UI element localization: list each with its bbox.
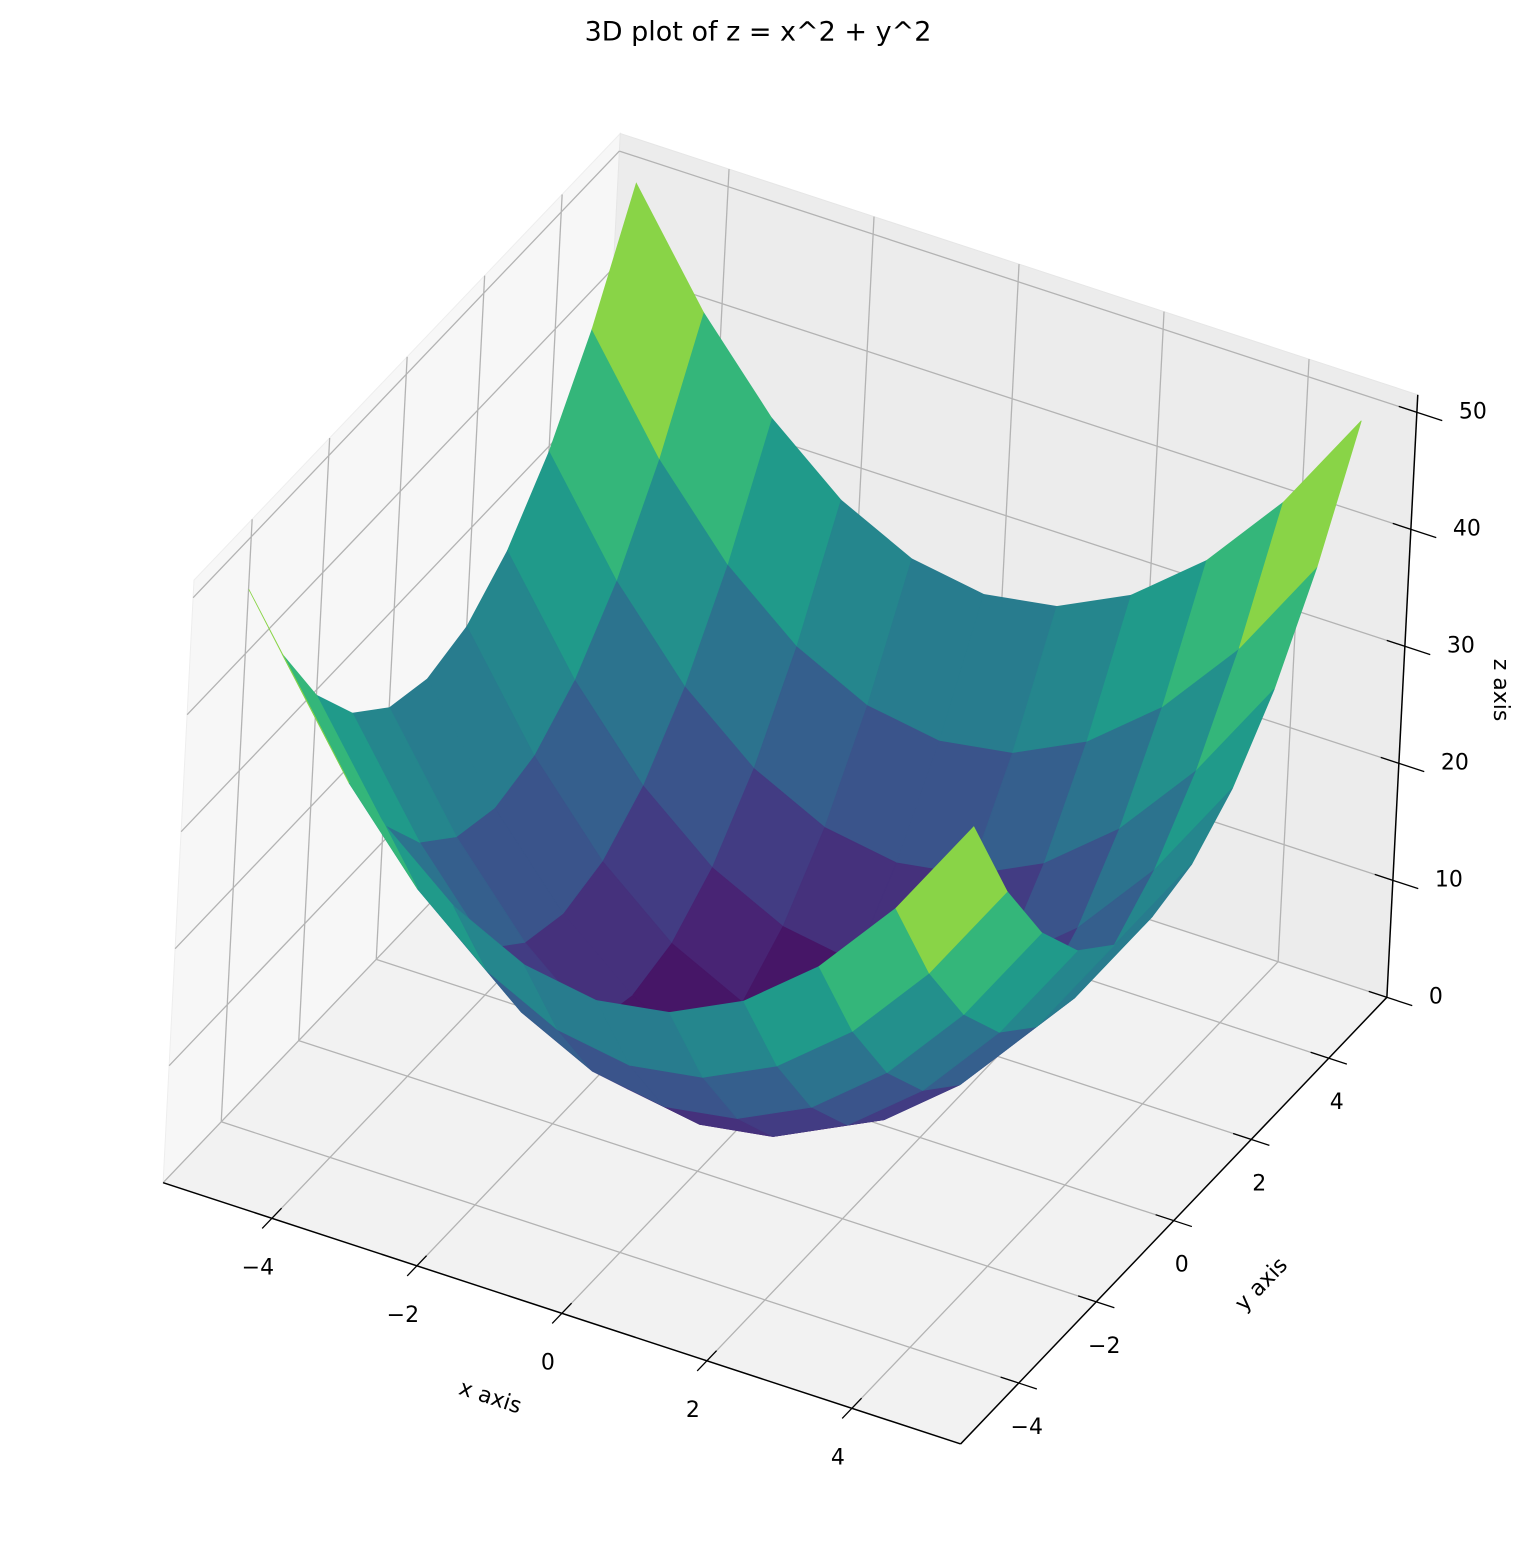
z-tick-label: 0	[1429, 984, 1443, 1009]
x-axis-line	[162, 1181, 961, 1445]
grid-line	[375, 356, 408, 960]
grid-line	[1277, 359, 1310, 962]
z-axis-label: z axis	[1488, 659, 1513, 722]
tick-mark	[1398, 405, 1443, 422]
y-axis-label: y axis	[1230, 1253, 1293, 1316]
z-tick-label: 10	[1435, 867, 1463, 892]
z-axis-line	[1386, 394, 1419, 998]
y-tick-label: 4	[1330, 1090, 1344, 1115]
grid-line	[619, 150, 1418, 413]
z-tick-label: 40	[1453, 516, 1481, 541]
tick-mark	[1368, 990, 1413, 1007]
surface-patch	[591, 182, 704, 460]
surface-patch	[1238, 420, 1362, 649]
surface-patch	[895, 826, 1008, 974]
y-axis-line	[960, 996, 1388, 1445]
x-tick-label: 2	[686, 1398, 700, 1423]
tick-mark	[1392, 522, 1437, 539]
y-tick-label: −2	[1088, 1334, 1120, 1359]
x-tick-label: 4	[831, 1445, 845, 1470]
grid-line	[180, 384, 608, 833]
tick-mark	[1374, 873, 1419, 890]
y-tick-label: −4	[1011, 1415, 1043, 1440]
grid-line	[186, 267, 614, 716]
grid-line	[298, 437, 331, 1041]
tick-mark	[1380, 756, 1425, 773]
z-tick-label: 20	[1441, 750, 1469, 775]
x-tick-label: −2	[387, 1303, 419, 1328]
x-tick-label: 0	[541, 1350, 555, 1375]
z-tick-label: 30	[1447, 633, 1475, 658]
grid-line	[221, 1121, 1019, 1384]
axes	[162, 394, 1443, 1445]
y-tick-label: 0	[1175, 1253, 1189, 1278]
grid-line	[298, 1039, 1097, 1303]
y-tick-label: 2	[1252, 1171, 1266, 1196]
surface-patch	[248, 589, 350, 784]
x-axis-label: x axis	[456, 1376, 525, 1420]
x-tick-label: −4	[242, 1255, 274, 1280]
grid-line	[192, 150, 620, 599]
grid-line	[613, 267, 1412, 530]
z-tick-label: 50	[1459, 399, 1487, 424]
tick-mark	[1386, 639, 1431, 656]
surface	[248, 182, 1362, 1137]
chart-title: 3D plot of z = x^2 + y^2	[585, 17, 932, 48]
grid-line	[220, 519, 253, 1122]
